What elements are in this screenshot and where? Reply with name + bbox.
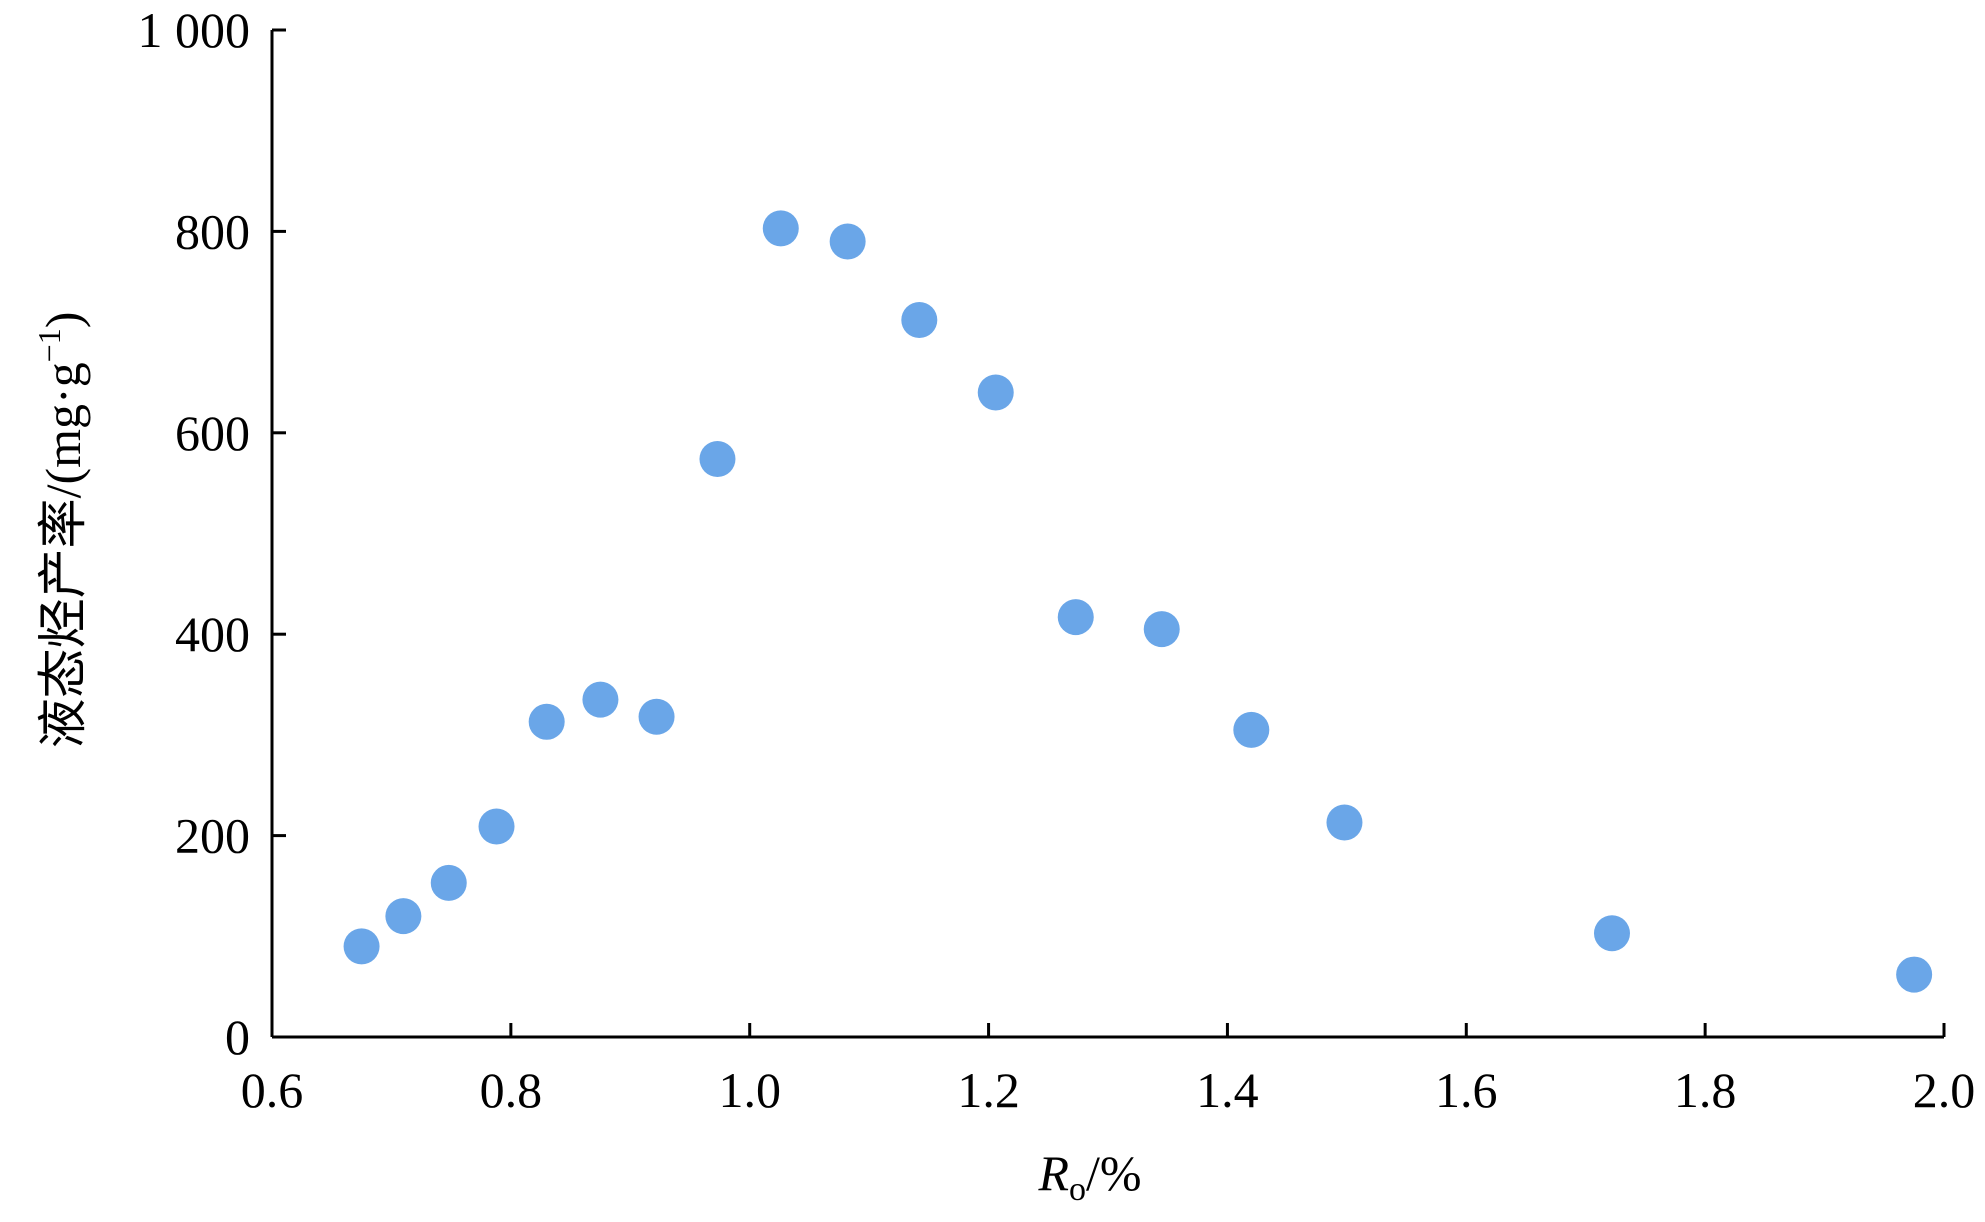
data-point <box>1233 711 1270 748</box>
data-point <box>829 223 866 260</box>
y-axis-title-text: 液态烃产率/(mg·g <box>35 362 91 748</box>
x-tick-label: 1.6 <box>1435 1062 1498 1118</box>
data-point <box>1057 599 1094 636</box>
y-tick-label: 600 <box>175 405 250 461</box>
y-axis-title-close: ) <box>35 312 91 329</box>
data-point <box>430 864 467 901</box>
y-axis-title-sup: −1 <box>31 328 67 362</box>
x-axis-title-main: R <box>1037 1145 1069 1201</box>
x-ticks: 0.6 0.8 1.0 1.2 1.4 1.6 1.8 2.0 <box>241 1023 1976 1118</box>
x-tick-label: 1.0 <box>718 1062 781 1118</box>
x-tick-label: 1.2 <box>957 1062 1020 1118</box>
y-tick-label: 200 <box>175 808 250 864</box>
y-ticks: 0 200 400 600 800 1 000 <box>138 2 286 1065</box>
x-tick-label: 0.6 <box>241 1062 304 1118</box>
data-points <box>343 210 1933 993</box>
x-axis-title: Ro/% <box>1037 1145 1141 1208</box>
data-point <box>528 703 565 740</box>
data-point <box>1326 804 1363 841</box>
x-tick-label: 0.8 <box>480 1062 543 1118</box>
data-point <box>638 698 675 735</box>
x-tick-label: 2.0 <box>1913 1062 1976 1118</box>
data-point <box>343 928 380 965</box>
data-point <box>977 374 1014 411</box>
x-axis-title-unit: /% <box>1086 1145 1142 1201</box>
y-tick-label: 400 <box>175 606 250 662</box>
data-point <box>762 210 799 247</box>
y-tick-label: 800 <box>175 203 250 259</box>
data-point <box>385 898 422 935</box>
data-point <box>699 440 736 477</box>
y-axis-title: 液态烃产率/(mg·g−1) <box>31 312 91 749</box>
x-tick-label: 1.8 <box>1674 1062 1737 1118</box>
data-point <box>1143 611 1180 648</box>
x-axis-title-sub: o <box>1069 1171 1086 1208</box>
y-tick-label: 1 000 <box>138 2 251 58</box>
data-point <box>901 302 938 339</box>
x-tick-label: 1.4 <box>1196 1062 1259 1118</box>
data-point <box>1593 915 1630 952</box>
axes <box>270 30 1944 1039</box>
data-point <box>1896 956 1933 993</box>
y-tick-label: 0 <box>225 1009 250 1065</box>
data-point <box>582 681 619 718</box>
data-point <box>478 808 515 845</box>
